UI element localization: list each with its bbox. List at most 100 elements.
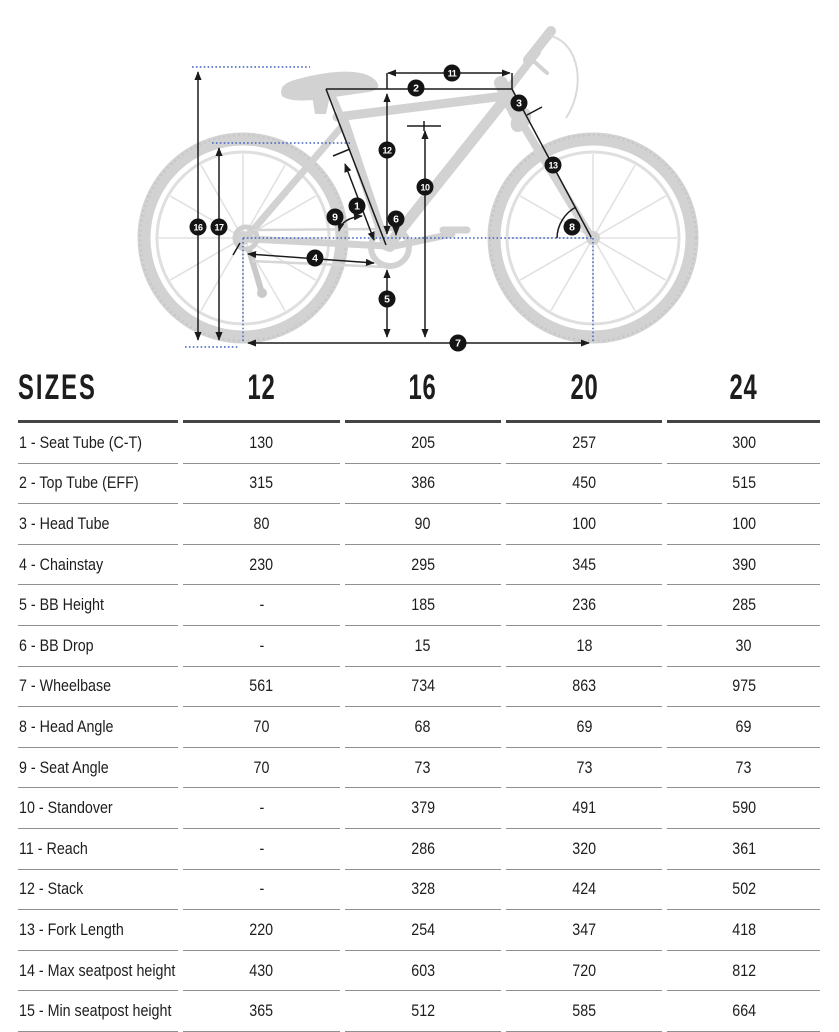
cell-value: 15 [344,626,502,667]
row-label: 6 - BB Drop [18,626,179,667]
table-row: 6 - BB Drop - 15 18 30 [18,626,820,667]
cell-value: 73 [344,748,502,789]
table-row: 1 - Seat Tube (C-T) 130 205 257 300 [18,423,820,464]
cell-value: 390 [667,545,820,586]
svg-text:3: 3 [516,98,522,110]
cassette [232,224,260,252]
cell-value: 130 [183,423,340,464]
cell-value: 69 [506,707,663,748]
svg-text:16: 16 [193,222,203,232]
table-row: 10 - Standover - 379 491 590 [18,788,820,829]
callout-11: 11 [443,64,461,82]
row-label: 10 - Standover [18,788,179,829]
column-header-12: 12 [183,364,340,423]
cell-value: 295 [344,545,502,586]
cell-value: 430 [183,951,340,992]
callout-3: 3 [510,94,528,112]
cell-value: 328 [344,870,502,911]
cell-value: 73 [667,748,820,789]
cell-value: 734 [344,667,502,708]
callout-4: 4 [306,249,324,267]
geometry-table: SIZES 12 16 20 24 1 - Seat Tube (C-T) 13… [13,364,825,1032]
cell-value: 80 [183,504,340,545]
cell-value: 205 [344,423,502,464]
cell-value: 254 [344,910,502,951]
row-label: 15 - Min seatpost height [18,991,179,1032]
cell-value: 100 [667,504,820,545]
cell-value: - [183,585,340,626]
cell-value: 561 [183,667,340,708]
callout-13: 13 [544,156,562,174]
cell-value: 424 [506,870,663,911]
cell-value: 220 [183,910,340,951]
cell-value: 30 [667,626,820,667]
brake-cable [550,35,579,119]
cell-value: 285 [667,585,820,626]
cell-value: 365 [183,991,340,1032]
cell-value: 90 [344,504,502,545]
row-label: 7 - Wheelbase [18,667,179,708]
svg-text:1: 1 [354,201,360,213]
cell-value: 361 [667,829,820,870]
cell-value: - [183,626,340,667]
svg-text:10: 10 [420,182,430,192]
svg-text:6: 6 [393,214,399,226]
column-header-16: 16 [344,364,502,423]
cell-value: 68 [344,707,502,748]
cell-value: - [183,788,340,829]
row-label: 9 - Seat Angle [18,748,179,789]
cell-value: 515 [667,464,820,505]
cell-value: 418 [667,910,820,951]
cell-value: 70 [183,748,340,789]
svg-text:2: 2 [413,83,419,95]
cell-value: 70 [183,707,340,748]
table-row: 9 - Seat Angle 70 73 73 73 [18,748,820,789]
row-label: 12 - Stack [18,870,179,911]
callout-8: 8 [563,218,581,236]
cell-value: 491 [506,788,663,829]
handlebar [523,26,556,65]
head-tube-bottom-tick [526,106,543,116]
callout-7: 7 [449,334,467,352]
svg-text:8: 8 [569,222,575,234]
table-row: 12 - Stack - 328 424 502 [18,870,820,911]
brake-lever [527,55,549,75]
cell-value: 257 [506,423,663,464]
cell-value: 603 [344,951,502,992]
table-row: 5 - BB Height - 185 236 285 [18,585,820,626]
table-row: 7 - Wheelbase 561 734 863 975 [18,667,820,708]
table-row: 13 - Fork Length 220 254 347 418 [18,910,820,951]
row-label: 11 - Reach [18,829,179,870]
callout-badges: 1 2 3 4 5 6 7 8 9 10 11 12 13 16 17 [189,64,581,352]
cell-value: 100 [506,504,663,545]
table-row: 2 - Top Tube (EFF) 315 386 450 515 [18,464,820,505]
svg-text:11: 11 [448,68,457,78]
svg-text:17: 17 [214,222,224,232]
cell-value: 975 [667,667,820,708]
dim-head-angle-arc [556,206,577,239]
cell-value: 386 [344,464,502,505]
cell-value: 69 [667,707,820,748]
cell-value: 664 [667,991,820,1032]
cell-value: 502 [667,870,820,911]
rear-derailleur [246,249,264,291]
row-label: 13 - Fork Length [18,910,179,951]
cell-value: - [183,870,340,911]
callout-17: 17 [210,218,228,236]
table-row: 8 - Head Angle 70 68 69 69 [18,707,820,748]
row-label: 3 - Head Tube [18,504,179,545]
row-label: 2 - Top Tube (EFF) [18,464,179,505]
table-header-row: SIZES 12 16 20 24 [18,364,820,423]
cell-value: 585 [506,991,663,1032]
saddle [281,71,379,101]
reference-lines [185,66,594,348]
cell-value: 230 [183,545,340,586]
svg-text:9: 9 [332,212,338,224]
crank-arm [386,230,456,251]
callout-5: 5 [378,290,396,308]
row-label: 8 - Head Angle [18,707,179,748]
row-label: 4 - Chainstay [18,545,179,586]
table-row: 15 - Min seatpost height 365 512 585 664 [18,991,820,1032]
cell-value: 512 [344,991,502,1032]
cell-value: 863 [506,667,663,708]
